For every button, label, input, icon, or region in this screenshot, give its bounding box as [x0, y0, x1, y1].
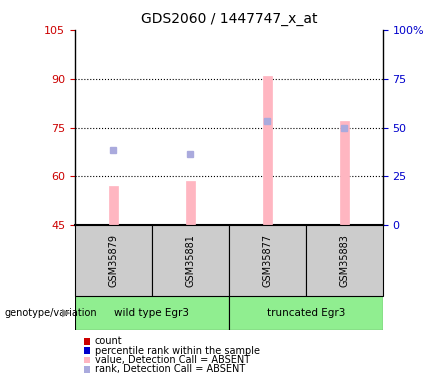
Text: genotype/variation: genotype/variation [4, 308, 97, 318]
Bar [186, 181, 195, 225]
Text: rank, Detection Call = ABSENT: rank, Detection Call = ABSENT [95, 364, 245, 374]
Bar [152, 225, 229, 296]
Text: GSM35877: GSM35877 [262, 234, 272, 287]
Text: value, Detection Call = ABSENT: value, Detection Call = ABSENT [95, 355, 250, 365]
Text: percentile rank within the sample: percentile rank within the sample [95, 346, 260, 355]
Title: GDS2060 / 1447747_x_at: GDS2060 / 1447747_x_at [140, 12, 317, 26]
Text: count: count [95, 336, 122, 346]
Bar [75, 296, 229, 330]
Text: wild type Egr3: wild type Egr3 [114, 308, 189, 318]
Text: GSM35883: GSM35883 [339, 234, 349, 287]
Text: GSM35881: GSM35881 [185, 234, 195, 287]
Bar [306, 225, 383, 296]
Bar [229, 296, 383, 330]
Bar [263, 75, 272, 225]
Bar [109, 186, 118, 225]
Bar [229, 225, 306, 296]
Text: truncated Egr3: truncated Egr3 [267, 308, 345, 318]
Text: ▶: ▶ [62, 308, 70, 318]
Bar [75, 225, 152, 296]
Bar [340, 121, 349, 225]
Text: GSM35879: GSM35879 [108, 234, 118, 287]
